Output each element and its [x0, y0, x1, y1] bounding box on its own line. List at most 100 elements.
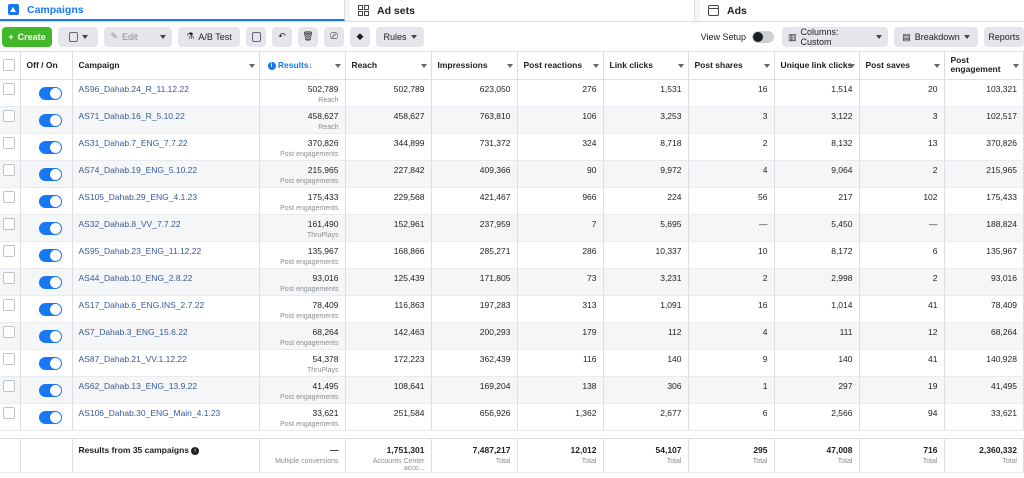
campaign-toggle[interactable] [38, 410, 62, 424]
campaign-toggle[interactable] [38, 167, 62, 181]
table-row[interactable]: AS96_Dahab.24_R_11.12.22 502,789 Reach 502,… [0, 79, 1024, 107]
table-row[interactable]: AS32_Dahab.8_VV_7.7.22 161,490 ThruPlays 15… [0, 214, 1024, 242]
campaign-name-cell: AS106_Dahab.30_ENG_Main_4.1.23 [72, 403, 260, 431]
col-post-engagement[interactable]: Post engagement [944, 52, 1024, 80]
row-checkbox[interactable] [3, 271, 15, 284]
table-row[interactable]: AS105_Dahab.29_ENG_4.1.23 175,433 Post eng… [0, 187, 1024, 215]
campaign-toggle[interactable] [38, 329, 62, 343]
summary-blank [20, 438, 73, 473]
campaign-toggle[interactable] [38, 302, 62, 316]
columns-button[interactable]: ▥ Columns: Custom [782, 27, 888, 47]
campaign-toggle[interactable] [38, 356, 62, 370]
sort-caret-icon [677, 64, 684, 68]
create-button[interactable]: + Create [2, 26, 52, 47]
table-row[interactable]: AS74_Dahab.19_ENG_5.10.22 215,965 Post eng… [0, 160, 1024, 188]
post-reactions-cell: 276 [517, 79, 604, 107]
campaign-toggle[interactable] [38, 248, 62, 262]
delete-button[interactable]: 🗑 [298, 26, 318, 47]
row-checkbox[interactable] [3, 406, 15, 419]
post-shares-cell: 10 [688, 241, 775, 269]
row-checkbox[interactable] [3, 217, 15, 230]
post-reactions-cell: 179 [517, 322, 604, 350]
clipboard-button[interactable] [246, 26, 266, 47]
campaign-name-link[interactable]: AS44_Dahab.10_ENG_2.8.22 [78, 272, 193, 283]
col-impressions[interactable]: Impressions [431, 52, 518, 80]
table-row[interactable]: AS17_Dahab.6_ENG.INS_2.7.22 78,409 Post en… [0, 295, 1024, 323]
campaign-toggle[interactable] [38, 221, 62, 235]
post-saves-cell: 94 [859, 403, 945, 431]
row-checkbox[interactable] [3, 298, 15, 311]
col-post-saves[interactable]: Post saves [859, 52, 945, 80]
post-reactions-cell: 138 [517, 376, 604, 404]
campaign-toggle[interactable] [38, 194, 62, 208]
col-link-clicks[interactable]: Link clicks [603, 52, 689, 80]
post-shares-cell: 2 [688, 268, 775, 296]
campaign-name-link[interactable]: AS32_Dahab.8_VV_7.7.22 [78, 218, 181, 229]
results-cell: 33,621 Post engagements [259, 403, 346, 431]
row-checkbox[interactable] [3, 136, 15, 149]
campaign-toggle[interactable] [38, 383, 62, 397]
col-off-on[interactable]: Off / On [20, 52, 73, 80]
duplicate-button[interactable] [58, 26, 98, 47]
campaign-name-link[interactable]: AS74_Dahab.19_ENG_5.10.22 [78, 164, 198, 175]
tag-button[interactable]: ◆ [350, 26, 370, 47]
col-campaign[interactable]: Campaign [72, 52, 260, 80]
select-all-checkbox[interactable] [3, 59, 15, 72]
post-shares-cell: 1 [688, 376, 775, 404]
table-row[interactable]: AS31_Dahab.7_ENG_7.7.22 370,826 Post engag… [0, 133, 1024, 161]
col-results[interactable]: i Results↓ [259, 52, 346, 80]
info-icon[interactable]: i [191, 446, 200, 455]
col-reach[interactable]: Reach [345, 52, 432, 80]
tab-campaigns[interactable]: Campaigns [0, 0, 345, 21]
table-row[interactable]: AS7_Dahab.3_ENG_15.6.22 68,264 Post engage… [0, 322, 1024, 350]
row-checkbox-cell [0, 403, 21, 431]
row-checkbox[interactable] [3, 190, 15, 203]
campaign-name-link[interactable]: AS87_Dahab.21_VV.1.12.22 [78, 353, 187, 364]
row-checkbox[interactable] [3, 379, 15, 392]
campaign-name-link[interactable]: AS7_Dahab.3_ENG_15.6.22 [78, 326, 188, 337]
campaign-name-link[interactable]: AS96_Dahab.24_R_11.12.22 [78, 83, 189, 94]
tab-adsets[interactable]: Ad sets [350, 0, 695, 21]
campaign-toggle[interactable] [38, 113, 62, 127]
campaign-name-link[interactable]: AS17_Dahab.6_ENG.INS_2.7.22 [78, 299, 205, 310]
table-row[interactable]: AS71_Dahab.16_R_5.10.22 458,627 Reach 458,6… [0, 106, 1024, 134]
campaign-toggle[interactable] [38, 86, 62, 100]
impressions-cell: 197,283 [431, 295, 518, 323]
tab-ads[interactable]: Ads [700, 0, 1024, 21]
reports-button[interactable]: Reports [984, 27, 1024, 47]
row-checkbox[interactable] [3, 109, 15, 122]
row-checkbox[interactable] [3, 325, 15, 338]
row-toggle-cell [20, 322, 73, 350]
table-row[interactable]: AS87_Dahab.21_VV.1.12.22 54,378 ThruPlays 1… [0, 349, 1024, 377]
post-engagement-cell: 215,965 [944, 160, 1024, 188]
row-checkbox[interactable] [3, 82, 15, 95]
campaign-toggle[interactable] [38, 140, 62, 154]
campaign-name-link[interactable]: AS71_Dahab.16_R_5.10.22 [78, 110, 185, 121]
campaign-name-link[interactable]: AS105_Dahab.29_ENG_4.1.23 [78, 191, 198, 202]
rules-button[interactable]: Rules [376, 26, 424, 47]
table-row[interactable]: AS44_Dahab.10_ENG_2.8.22 93,016 Post engag… [0, 268, 1024, 296]
col-post-reactions[interactable]: Post reactions [517, 52, 604, 80]
breakdown-button[interactable]: ▤ Breakdown [894, 27, 978, 47]
table-row[interactable]: AS106_Dahab.30_ENG_Main_4.1.23 33,621 Post… [0, 403, 1024, 431]
campaign-name-link[interactable]: AS31_Dahab.7_ENG_7.7.22 [78, 137, 188, 148]
campaign-name-link[interactable]: AS62_Dahab.13_ENG_13.9.22 [78, 380, 198, 391]
row-checkbox[interactable] [3, 244, 15, 257]
col-post-shares[interactable]: Post shares [688, 52, 775, 80]
row-checkbox[interactable] [3, 352, 15, 365]
result-type-label: Post engagements [280, 339, 339, 347]
undo-button[interactable]: ↶ [272, 26, 292, 47]
col-unique-link-clicks[interactable]: Unique link clicks [774, 52, 860, 80]
tab-ads-label: Ads [727, 4, 747, 17]
edit-button[interactable]: ✎ Edit [104, 26, 172, 47]
table-row[interactable]: AS95_Dahab.23_ENG_11.12.22 135,967 Post en… [0, 241, 1024, 269]
table-row[interactable]: AS62_Dahab.13_ENG_13.9.22 41,495 Post enga… [0, 376, 1024, 404]
campaign-name-link[interactable]: AS106_Dahab.30_ENG_Main_4.1.23 [78, 407, 221, 418]
campaign-name-link[interactable]: AS95_Dahab.23_ENG_11.12.22 [78, 245, 202, 256]
preview-button[interactable]: ⎚ [324, 26, 344, 47]
result-type-label: ThruPlays [306, 366, 339, 374]
ab-test-button[interactable]: ⚗ A/B Test [178, 26, 240, 47]
row-checkbox[interactable] [3, 163, 15, 176]
campaign-toggle[interactable] [38, 275, 62, 289]
view-setup-toggle[interactable] [752, 31, 774, 43]
